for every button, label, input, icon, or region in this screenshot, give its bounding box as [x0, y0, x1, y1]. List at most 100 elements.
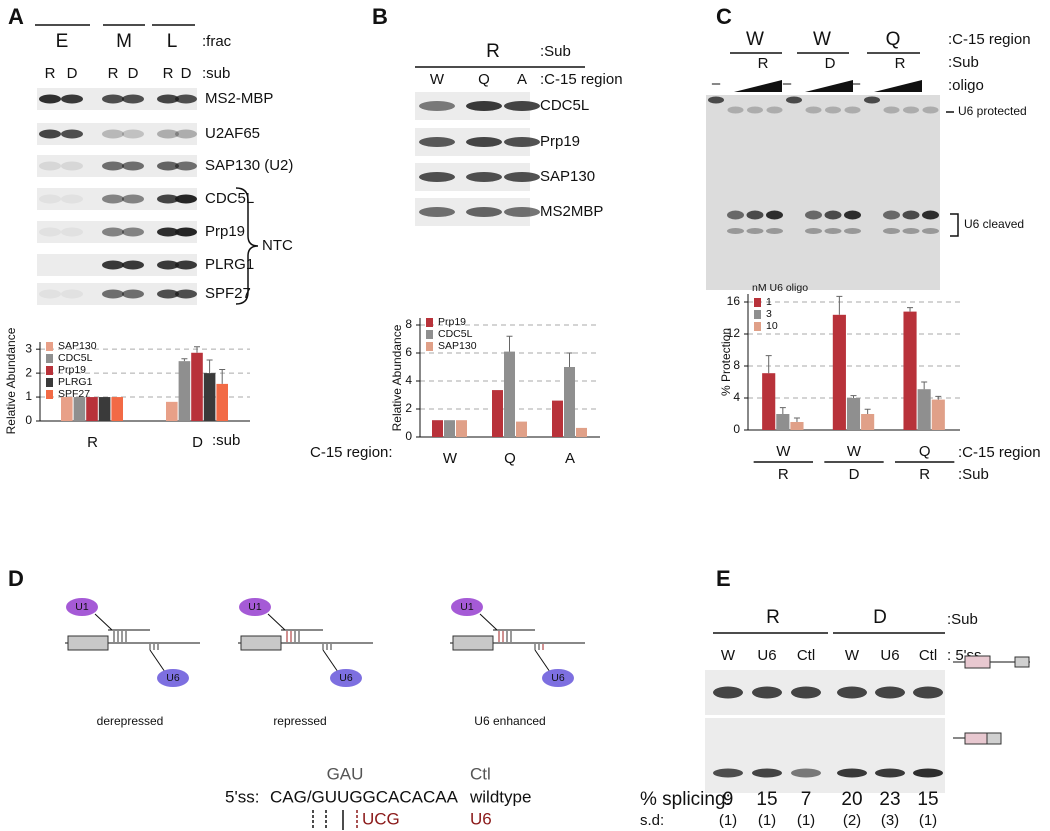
blot-band: [766, 210, 783, 220]
y-tick-label: 4: [405, 373, 412, 387]
bar: [203, 373, 216, 421]
x-tick-label: Q: [919, 443, 931, 460]
error-bar: [836, 295, 843, 315]
bar: [492, 390, 503, 437]
blot-band: [883, 210, 900, 220]
lane-label: U6: [757, 647, 776, 664]
blot-band: [419, 172, 455, 182]
sd-value: (1): [719, 812, 737, 829]
blot-band: [175, 289, 197, 299]
region-label: W: [813, 29, 831, 50]
blot-band: [708, 96, 724, 104]
u1-label: U1: [460, 601, 474, 613]
x-tick-label: R: [87, 434, 98, 451]
sub-label: D: [825, 55, 836, 72]
blot-label: Prp19: [540, 133, 580, 150]
blot-band: [175, 94, 197, 104]
blot-band: [504, 172, 540, 182]
oligo-wedge: [734, 80, 782, 92]
u6-line: [149, 649, 166, 673]
exon-box: [1014, 656, 1030, 668]
blot-band: [122, 94, 144, 104]
x-tick-label: Q: [504, 450, 516, 467]
y-tick-label: 16: [727, 294, 741, 308]
x-axis-label: :C-15 region: [958, 444, 1041, 461]
blot-band: [157, 161, 179, 171]
x-sub-label: R: [919, 466, 930, 483]
bar: [456, 420, 467, 437]
u6-line: [322, 649, 339, 673]
sub-label: D: [873, 607, 887, 628]
legend-swatch: [754, 310, 761, 319]
region-label: W: [746, 29, 764, 50]
blot-band: [39, 129, 61, 139]
blot-band: [766, 106, 783, 114]
panel-letter: A: [8, 4, 24, 29]
bracket-label: NTC: [262, 237, 293, 254]
blot-band: [39, 161, 61, 171]
bar: [504, 351, 515, 437]
blot-band: [875, 686, 905, 699]
blot-band: [102, 260, 124, 270]
blot-band: [102, 129, 124, 139]
bar: [564, 367, 575, 437]
x-tick-label: W: [847, 443, 862, 460]
blot: [705, 718, 945, 793]
region-axis-label: :C-15 region: [948, 31, 1031, 48]
error-bar: [793, 417, 800, 422]
legend-swatch: [426, 330, 433, 339]
error-bar: [506, 335, 513, 352]
panel-letter: E: [716, 566, 731, 591]
blot-band: [175, 194, 197, 204]
u6-label: U6: [166, 672, 180, 684]
blot-band: [727, 210, 744, 220]
gel: [706, 95, 940, 290]
blot-label: U2AF65: [205, 125, 260, 142]
region-axis-label: :C-15 region: [540, 71, 623, 88]
no-oligo-label: –: [852, 75, 861, 92]
legend-swatch: [46, 354, 53, 363]
blot-band: [157, 129, 179, 139]
blot-band: [61, 94, 83, 104]
blot-band: [122, 227, 144, 237]
bar: [516, 421, 527, 437]
no-oligo-label: –: [783, 75, 792, 92]
blot-band: [61, 129, 83, 139]
blot-band: [504, 137, 540, 147]
bar: [444, 420, 455, 437]
blot-band: [747, 106, 763, 114]
blot-label: Prp19: [205, 223, 245, 240]
u6-snrnp: [330, 669, 362, 687]
blot-band: [39, 227, 61, 237]
bar: [846, 398, 861, 430]
lane-label: Ctl: [919, 647, 937, 664]
region-label: A: [517, 71, 527, 88]
splicing-value: 20: [841, 789, 862, 810]
panel-letter: B: [372, 4, 388, 29]
mutation-control: U6: [470, 809, 492, 828]
band-label: U6 protected: [958, 104, 1027, 118]
blot-band: [713, 686, 743, 699]
bar: [73, 397, 86, 421]
legend-label: 3: [766, 308, 772, 320]
legend-swatch: [46, 378, 53, 387]
blot-band: [824, 210, 842, 220]
blot: [37, 123, 197, 145]
sub-axis-label: :Sub: [948, 54, 979, 71]
bar: [917, 389, 931, 430]
blot-band: [157, 194, 179, 204]
blot-band: [875, 768, 905, 778]
blot-band: [727, 106, 744, 114]
lane-label: W: [845, 647, 860, 664]
bar: [576, 427, 587, 437]
bar: [903, 311, 917, 430]
legend-label: PLRG1: [58, 376, 93, 388]
blot-band: [61, 227, 83, 237]
x-tick-label: W: [443, 450, 458, 467]
sd-value: (1): [758, 812, 776, 829]
model-caption: derepressed: [97, 714, 164, 728]
legend-swatch: [426, 318, 433, 327]
fraction-label: E: [56, 31, 69, 52]
sub-label: D: [128, 65, 139, 82]
blot-band: [844, 106, 861, 114]
